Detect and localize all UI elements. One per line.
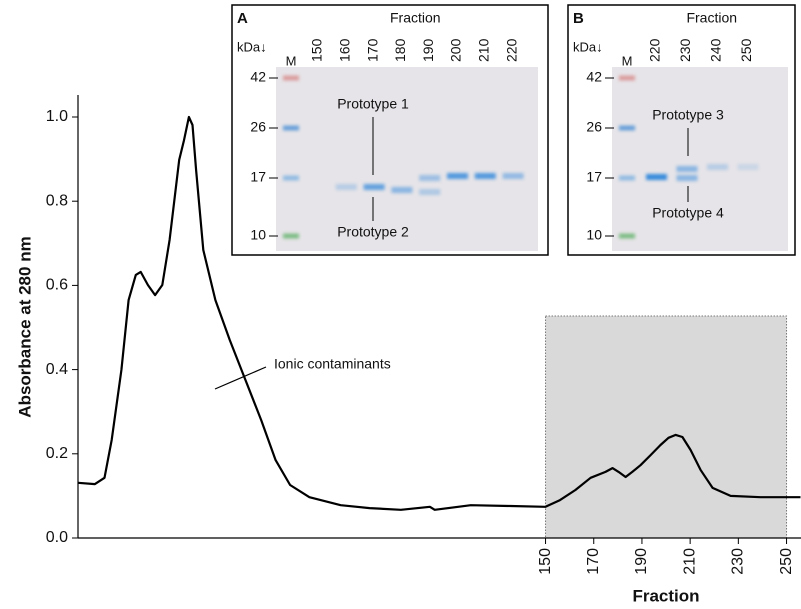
protein-band [475,173,496,179]
lane-label: 220 [647,38,663,62]
y-tick-label: 0.4 [46,361,68,378]
protein-band [707,164,728,170]
marker-weight: 42 [586,69,602,85]
gel-panel: B Fraction kDa↓ M 220 230 240 250 42 26 17 10 Protot… [568,5,795,255]
lane-label: 190 [420,38,436,62]
protein-band [677,175,698,181]
x-tick-label: 210 [681,548,698,575]
band-note: Prototype 3 [652,107,724,123]
protein-band [419,189,440,195]
panel-letter: B [573,10,584,27]
page: 0.0 0.2 0.4 0.6 0.8 1.0 150 170 190 210 230 250 Abso… [0,0,801,609]
marker-band [283,126,299,131]
protein-band [503,173,524,179]
y-tick-label: 0.2 [46,445,68,462]
marker-weight: 10 [586,227,602,243]
x-tick-label: 190 [633,548,650,575]
marker-label: M [286,53,297,68]
x-tick-label: 150 [537,548,554,575]
unit-label: kDa↓ [237,39,267,54]
marker-weight: 26 [586,119,602,135]
lane-label: 210 [476,38,492,62]
marker-band [283,76,299,81]
shaded-region [546,316,787,538]
band-note: Prototype 4 [652,205,724,221]
y-tick-label: 0.0 [46,529,68,546]
x-tick-label: 230 [730,548,747,575]
lane-label: 160 [337,38,353,62]
marker-band [619,234,635,239]
marker-label: M [622,53,633,68]
lane-label: 200 [448,38,464,62]
lane-label: 170 [364,38,380,62]
protein-band [391,187,412,193]
lane-label: 220 [503,38,519,62]
marker-weight: 17 [586,169,602,185]
protein-band [677,166,698,172]
marker-weight: 17 [250,169,266,185]
lane-label: 240 [708,38,724,62]
panel-axis-label: Fraction [686,10,737,26]
marker-weight: 10 [250,227,266,243]
marker-weight: 42 [250,69,266,85]
lane-label: 180 [392,38,408,62]
x-tick-label: 170 [585,548,602,575]
protein-band [419,175,440,181]
lane-label: 150 [309,38,325,62]
marker-weight: 26 [250,119,266,135]
protein-band [364,184,385,190]
panel-letter: A [237,10,248,27]
band-note: Prototype 2 [337,224,409,240]
lane-label: 230 [677,38,693,62]
y-axis-title: Absorbance at 280 nm [15,236,34,417]
marker-band [283,176,299,181]
marker-band [619,176,635,181]
panel-axis-label: Fraction [390,10,441,26]
x-tick-label: 250 [778,548,795,575]
chart: 0.0 0.2 0.4 0.6 0.8 1.0 150 170 190 210 230 250 Abso… [0,0,801,609]
protein-band [336,184,357,190]
band-note: Prototype 1 [337,96,409,112]
y-tick-label: 0.8 [46,192,68,209]
y-tick-label: 1.0 [46,108,68,125]
gel-image [612,67,788,251]
lane-label: 250 [738,38,754,62]
marker-band [619,76,635,81]
gel-panel: A Fraction kDa↓ M 150 160 170 180 190 200 210 220 42… [232,5,548,255]
unit-label: kDa↓ [573,39,603,54]
y-tick-label: 0.6 [46,277,68,294]
protein-band [447,173,468,179]
annotation: Ionic contaminants [274,356,391,372]
protein-band [738,164,759,170]
marker-band [619,126,635,131]
protein-band [646,174,667,180]
x-axis-title: Fraction [632,586,699,605]
marker-band [283,234,299,239]
